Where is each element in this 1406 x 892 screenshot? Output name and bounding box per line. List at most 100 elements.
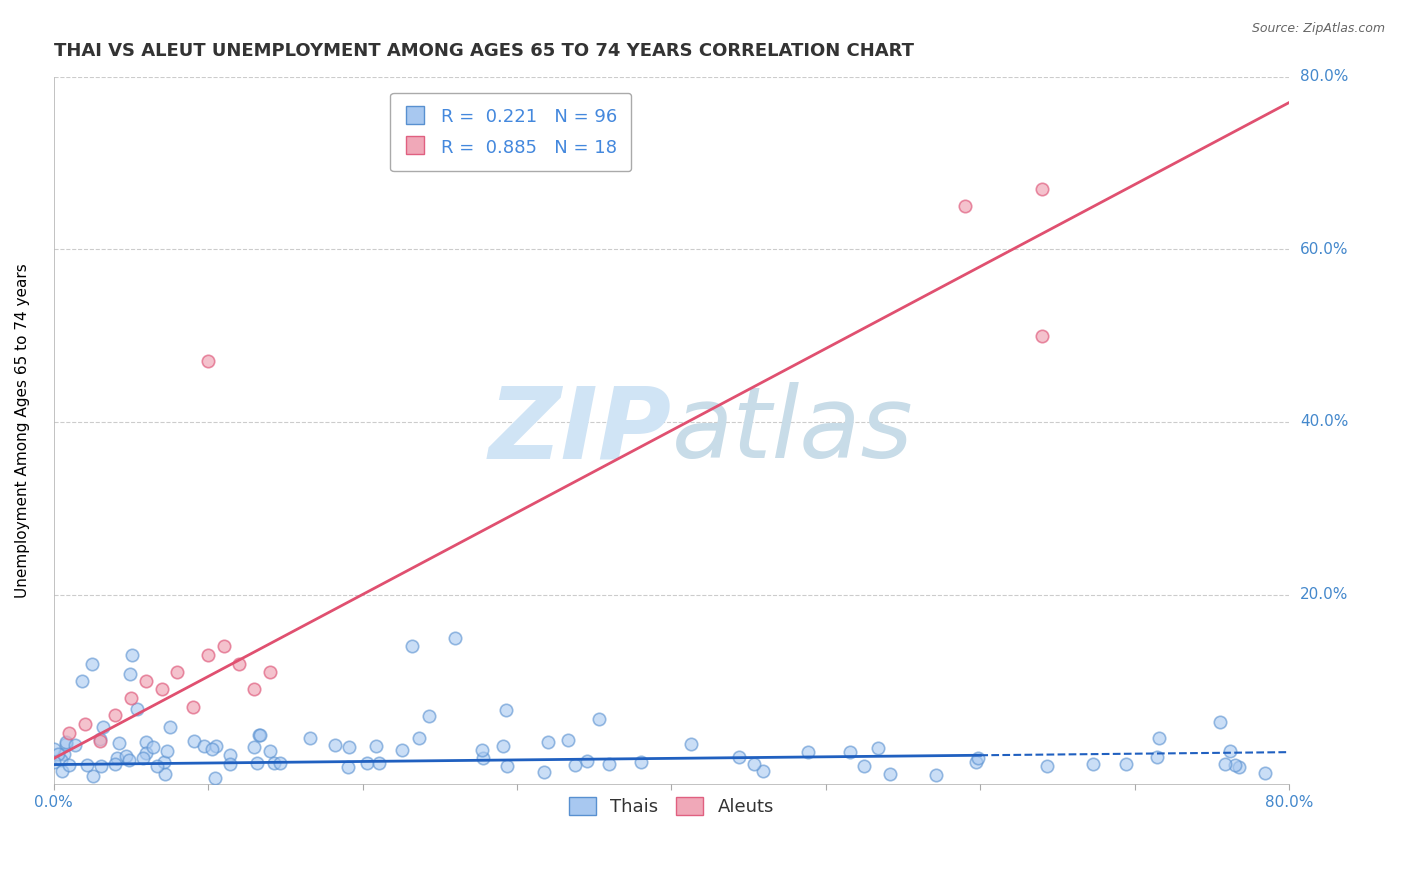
Point <box>104 708 127 723</box>
Y-axis label: Unemployment Among Ages 65 to 74 years: Unemployment Among Ages 65 to 74 years <box>15 263 30 598</box>
Point <box>588 712 610 726</box>
Point <box>42 742 65 756</box>
Point <box>391 743 413 757</box>
Point <box>630 756 652 770</box>
Point <box>364 739 387 753</box>
Point <box>879 767 901 781</box>
Point <box>1115 756 1137 771</box>
Point <box>70 673 93 688</box>
Point <box>853 759 876 773</box>
Point <box>58 758 80 772</box>
Point <box>1209 714 1232 729</box>
Point <box>1031 182 1053 196</box>
Point <box>533 765 555 780</box>
Point <box>243 740 266 755</box>
Point <box>866 740 889 755</box>
Point <box>197 354 219 368</box>
Point <box>218 756 240 771</box>
Point <box>150 682 173 697</box>
Point <box>408 731 430 745</box>
Point <box>492 739 515 753</box>
Point <box>82 769 104 783</box>
Point <box>135 734 157 748</box>
Point <box>108 736 131 750</box>
Point <box>73 717 96 731</box>
Point <box>263 756 285 770</box>
Point <box>115 749 138 764</box>
Point <box>89 731 111 746</box>
Text: THAI VS ALEUT UNEMPLOYMENT AMONG AGES 65 TO 74 YEARS CORRELATION CHART: THAI VS ALEUT UNEMPLOYMENT AMONG AGES 65… <box>53 42 914 60</box>
Point <box>89 734 111 748</box>
Point <box>55 737 77 751</box>
Point <box>44 755 66 769</box>
Point <box>564 757 586 772</box>
Point <box>166 665 188 680</box>
Point <box>153 767 176 781</box>
Point <box>1036 759 1059 773</box>
Text: ZIP: ZIP <box>488 382 672 479</box>
Point <box>121 648 143 662</box>
Point <box>152 756 174 770</box>
Point <box>1223 758 1246 772</box>
Point <box>742 757 765 772</box>
Point <box>145 759 167 773</box>
Point <box>49 753 72 767</box>
Point <box>953 199 976 213</box>
Point <box>212 640 235 654</box>
Point <box>1031 328 1053 343</box>
Text: Source: ZipAtlas.com: Source: ZipAtlas.com <box>1251 22 1385 36</box>
Point <box>76 757 98 772</box>
Point <box>205 739 228 754</box>
Point <box>46 747 69 762</box>
Legend: Thais, Aleuts: Thais, Aleuts <box>560 788 783 825</box>
Point <box>269 756 291 771</box>
Point <box>259 665 281 680</box>
Point <box>53 747 76 761</box>
Point <box>797 745 820 759</box>
Point <box>418 709 440 723</box>
Point <box>924 768 946 782</box>
Point <box>247 728 270 742</box>
Point <box>728 750 751 764</box>
Text: atlas: atlas <box>672 382 912 479</box>
Point <box>575 754 598 768</box>
Point <box>496 758 519 772</box>
Point <box>183 734 205 748</box>
Point <box>104 757 127 772</box>
Point <box>132 751 155 765</box>
Point <box>679 737 702 751</box>
Point <box>181 699 204 714</box>
Point <box>1254 766 1277 780</box>
Point <box>243 682 266 697</box>
Point <box>204 771 226 785</box>
Point <box>838 745 860 759</box>
Point <box>82 657 104 671</box>
Point <box>337 740 360 755</box>
Point <box>142 739 165 754</box>
Point <box>368 756 391 770</box>
Point <box>55 735 77 749</box>
Point <box>135 746 157 760</box>
Point <box>228 657 250 671</box>
Point <box>298 731 321 745</box>
Point <box>557 732 579 747</box>
Point <box>598 757 620 772</box>
Point <box>259 744 281 758</box>
Point <box>91 720 114 734</box>
Point <box>197 648 219 662</box>
Point <box>495 703 517 717</box>
Point <box>537 735 560 749</box>
Point <box>105 751 128 765</box>
Point <box>1081 756 1104 771</box>
Point <box>246 756 269 771</box>
Point <box>1219 744 1241 758</box>
Point <box>337 759 360 773</box>
Point <box>63 738 86 752</box>
Point <box>752 764 775 779</box>
Point <box>159 720 181 734</box>
Point <box>472 751 495 765</box>
Point <box>356 756 378 770</box>
Point <box>58 725 80 739</box>
Point <box>135 673 157 688</box>
Point <box>120 691 142 706</box>
